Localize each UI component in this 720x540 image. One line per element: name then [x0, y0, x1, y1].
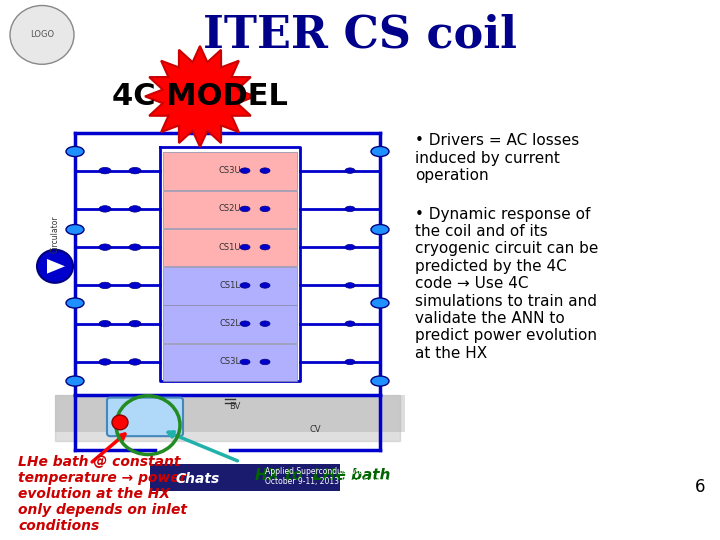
Circle shape: [37, 250, 73, 283]
Ellipse shape: [345, 206, 355, 212]
Ellipse shape: [260, 168, 270, 173]
Ellipse shape: [240, 245, 250, 250]
FancyBboxPatch shape: [107, 397, 183, 436]
Text: 4C MODEL: 4C MODEL: [112, 82, 288, 111]
Circle shape: [112, 415, 128, 430]
Ellipse shape: [99, 206, 111, 212]
Bar: [163, 267, 297, 305]
Ellipse shape: [345, 168, 355, 173]
Text: BV: BV: [229, 402, 240, 411]
Polygon shape: [145, 46, 255, 147]
Text: CS3L: CS3L: [220, 357, 240, 367]
Text: CS2L: CS2L: [220, 319, 240, 328]
Ellipse shape: [345, 359, 355, 364]
Text: Applied Superconductivity
October 9-11, 2013 | Cambridge, MA: Applied Superconductivity October 9-11, …: [265, 467, 405, 486]
Text: Circulator: Circulator: [50, 215, 60, 253]
Ellipse shape: [66, 298, 84, 308]
Ellipse shape: [371, 376, 389, 386]
Ellipse shape: [371, 146, 389, 157]
Ellipse shape: [240, 282, 250, 288]
FancyBboxPatch shape: [55, 395, 400, 441]
Bar: [163, 344, 297, 381]
Ellipse shape: [66, 376, 84, 386]
Ellipse shape: [99, 167, 111, 174]
Ellipse shape: [345, 245, 355, 250]
Ellipse shape: [66, 225, 84, 234]
Text: HX to  LHe bath: HX to LHe bath: [255, 468, 390, 483]
FancyBboxPatch shape: [150, 464, 340, 491]
Ellipse shape: [99, 244, 111, 251]
Text: • Dynamic response of
the coil and of its
cryogenic circuit can be
predicted by : • Dynamic response of the coil and of it…: [415, 207, 598, 361]
Ellipse shape: [129, 167, 141, 174]
Ellipse shape: [129, 320, 141, 327]
Text: CS3U: CS3U: [219, 166, 241, 175]
Text: CS1L: CS1L: [220, 281, 240, 290]
Ellipse shape: [129, 206, 141, 212]
Ellipse shape: [99, 282, 111, 289]
Text: LHe bath @ constant
temperature → power
evolution at the HX
only depends on inle: LHe bath @ constant temperature → power …: [18, 455, 187, 534]
Ellipse shape: [371, 225, 389, 234]
Ellipse shape: [260, 321, 270, 327]
Text: Chats: Chats: [175, 472, 220, 487]
Ellipse shape: [371, 298, 389, 308]
Text: CS1U: CS1U: [219, 242, 241, 252]
Bar: [163, 229, 297, 266]
Text: CV: CV: [309, 425, 321, 434]
Ellipse shape: [240, 359, 250, 364]
Circle shape: [10, 5, 74, 64]
Bar: [163, 191, 297, 228]
Ellipse shape: [345, 282, 355, 288]
Ellipse shape: [66, 146, 84, 157]
Ellipse shape: [129, 244, 141, 251]
Bar: [55, 395, 405, 431]
Ellipse shape: [129, 282, 141, 289]
Ellipse shape: [129, 359, 141, 365]
Text: ITER CS coil: ITER CS coil: [203, 14, 517, 56]
Ellipse shape: [240, 321, 250, 327]
Ellipse shape: [260, 245, 270, 250]
Ellipse shape: [99, 359, 111, 365]
Ellipse shape: [345, 321, 355, 327]
Bar: [163, 306, 297, 343]
Ellipse shape: [260, 206, 270, 212]
Text: CS2U: CS2U: [219, 205, 241, 213]
Bar: [163, 152, 297, 190]
Text: • Drivers = AC losses
induced by current
operation: • Drivers = AC losses induced by current…: [415, 133, 580, 183]
Ellipse shape: [240, 206, 250, 212]
Text: LOGO: LOGO: [30, 30, 54, 39]
Ellipse shape: [260, 282, 270, 288]
Text: 6: 6: [695, 478, 706, 496]
Ellipse shape: [240, 168, 250, 173]
Ellipse shape: [260, 359, 270, 364]
Ellipse shape: [99, 320, 111, 327]
Polygon shape: [47, 259, 65, 274]
